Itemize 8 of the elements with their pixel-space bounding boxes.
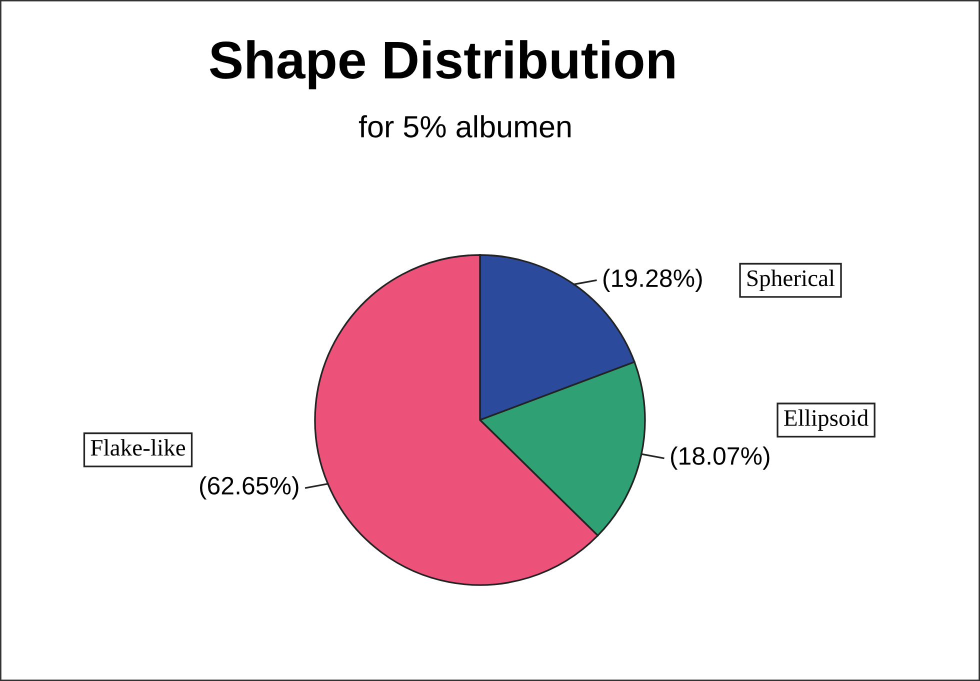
- slice-label: Spherical: [748, 270, 835, 292]
- chart-subtitle: for 5% albumen: [358, 115, 571, 138]
- slice-label: Flake-like: [90, 439, 186, 456]
- chart-title: Shape Distribution: [210, 40, 674, 90]
- slice-label: Ellipsoid: [784, 409, 868, 431]
- data-label: (62.65%): [200, 476, 298, 500]
- data-label: (19.28%): [603, 268, 702, 292]
- data-label: (18.07%): [670, 446, 770, 470]
